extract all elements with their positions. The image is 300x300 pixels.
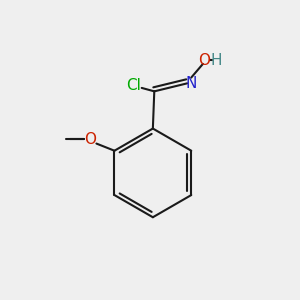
Text: N: N [185, 76, 197, 91]
Text: O: O [198, 53, 210, 68]
Text: H: H [210, 53, 222, 68]
Text: Cl: Cl [126, 78, 141, 93]
Text: methoxy: methoxy [40, 135, 77, 144]
Text: O: O [84, 132, 96, 147]
Text: methoxy: methoxy [64, 139, 70, 140]
